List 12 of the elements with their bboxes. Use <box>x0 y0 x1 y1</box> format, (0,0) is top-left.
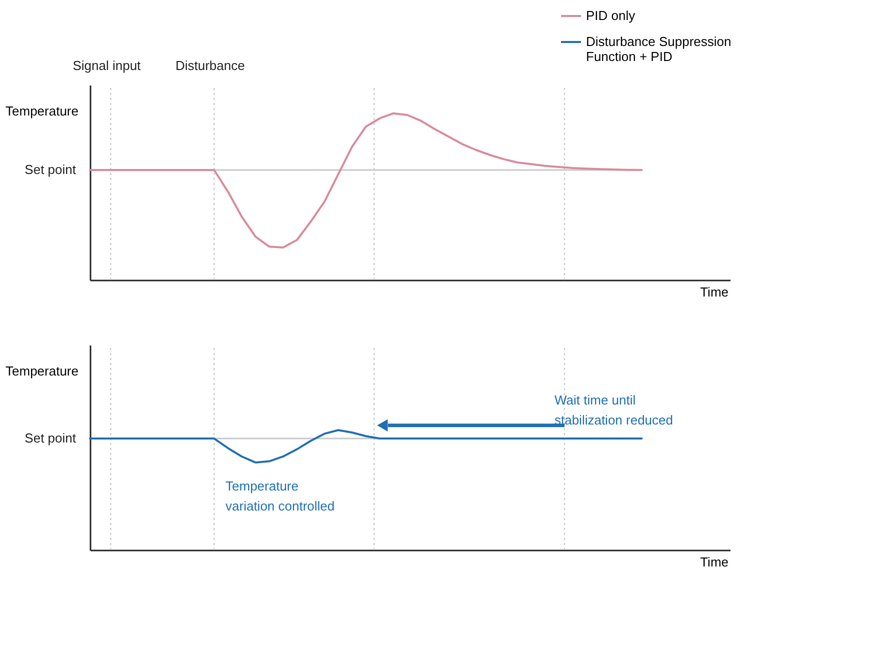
text: Wait time until stabilization reduced <box>554 392 674 428</box>
legend-label: Disturbance Suppression Function + PID <box>586 34 732 64</box>
ref-line-label: Set point <box>24 430 76 446</box>
y-axis-title: Temperature <box>6 104 78 118</box>
text: Signal input <box>72 58 142 73</box>
legend-label: PID only <box>586 8 636 23</box>
text: Disturbance <box>175 58 245 73</box>
ref-line-label: Set point <box>24 162 76 177</box>
y-axis-title: Temperature <box>6 364 78 378</box>
x-axis-title: Time <box>700 554 728 570</box>
annotation: Temperature variation controlled <box>226 478 335 514</box>
x-axis-title: Time <box>700 284 728 300</box>
